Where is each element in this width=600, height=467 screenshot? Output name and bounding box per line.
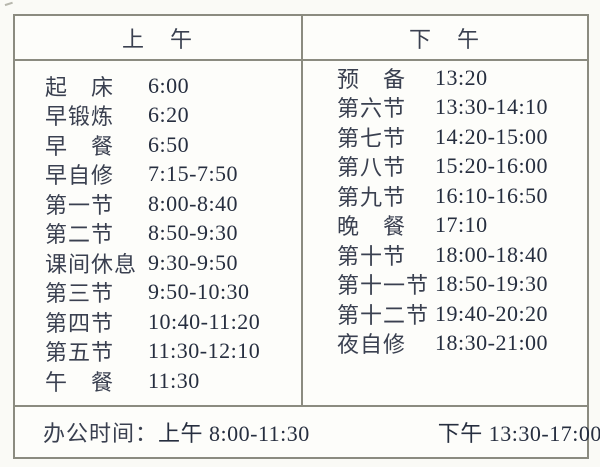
schedule-row: 晚 餐 17:10 [337, 211, 587, 241]
activity-label: 第十二节 [337, 302, 430, 328]
activity-time: 6:50 [148, 131, 190, 157]
timetable: 上 午 下 午 起 床 6:00 早锻炼 6:20 早 餐 6:50 [13, 14, 600, 459]
activity-label: 第三节 [45, 281, 115, 307]
office-hours-afternoon: 下午 13:30-17:00 [437, 421, 600, 446]
activity-time: 14:20-15:00 [435, 123, 549, 149]
activity-time: 18:50-19:30 [435, 271, 549, 297]
timetable-header: 上 午 下 午 [15, 16, 587, 61]
schedule-row: 第十一节 18:50-19:30 [337, 270, 587, 300]
schedule-row: 早 餐 6:50 [45, 130, 301, 160]
activity-label: 第十一节 [337, 273, 430, 299]
schedule-row: 第六节 13:30-14:10 [337, 93, 587, 123]
activity-label: 第九节 [337, 184, 407, 210]
activity-label: 第七节 [337, 125, 407, 151]
activity-label: 晚 餐 [337, 214, 407, 240]
activity-label: 预 备 [337, 66, 407, 92]
schedule-row: 第十二节 19:40-20:20 [337, 299, 587, 329]
schedule-row: 第七节 14:20-15:00 [337, 122, 587, 152]
activity-label: 第一节 [45, 192, 115, 218]
schedule-row: 第一节 8:00-8:40 [45, 189, 301, 219]
schedule-row: 第十节 18:00-18:40 [337, 240, 587, 270]
scan-artifact [3, 0, 13, 7]
schedule-row: 课间休息 9:30-9:50 [45, 248, 301, 278]
header-afternoon-cell: 下 午 [303, 16, 587, 59]
office-hours-morning: 上午 8:00-11:30 [158, 421, 310, 446]
schedule-row: 第八节 15:20-16:00 [337, 152, 587, 182]
schedule-row: 第三节 9:50-10:30 [45, 278, 301, 308]
header-morning-cell: 上 午 [15, 16, 303, 59]
activity-time: 13:20 [435, 64, 488, 90]
activity-label: 第四节 [45, 310, 115, 336]
schedule-row: 第五节 11:30-12:10 [45, 337, 301, 367]
office-hours-label: 办公时间： [43, 421, 159, 446]
activity-time: 8:50-9:30 [148, 220, 239, 246]
activity-label: 夜自修 [337, 332, 407, 358]
activity-time: 8:00-8:40 [148, 190, 239, 216]
activity-time: 18:00-18:40 [435, 241, 549, 267]
activity-time: 16:10-16:50 [435, 182, 549, 208]
activity-time: 15:20-16:00 [435, 153, 549, 179]
activity-time: 6:00 [148, 72, 190, 98]
schedule-row: 午 餐 11:30 [45, 366, 301, 396]
schedule-row: 早锻炼 6:20 [45, 101, 301, 131]
activity-time: 6:20 [148, 102, 190, 128]
activity-label: 课间休息 [45, 251, 138, 277]
activity-time: 9:30-9:50 [148, 249, 239, 275]
activity-time: 19:40-20:20 [435, 300, 549, 326]
schedule-row: 起 床 6:00 [45, 71, 301, 101]
activity-label: 早自修 [45, 163, 115, 189]
activity-label: 第二节 [45, 222, 115, 248]
schedule-row: 第二节 8:50-9:30 [45, 219, 301, 249]
activity-label: 早锻炼 [45, 104, 115, 130]
schedule-row: 早自修 7:15-7:50 [45, 160, 301, 190]
header-afternoon-label: 下 午 [408, 26, 481, 52]
activity-time: 18:30-21:00 [435, 330, 549, 356]
afternoon-column: 预 备 13:20 第六节 13:30-14:10 第七节 14:20-15:0… [303, 61, 587, 405]
activity-label: 早 餐 [45, 133, 115, 159]
header-morning-label: 上 午 [121, 26, 194, 52]
activity-label: 第五节 [45, 340, 115, 366]
activity-time: 10:40-11:20 [148, 308, 261, 334]
activity-time: 13:30-14:10 [435, 94, 549, 120]
activity-time: 11:30-12:10 [148, 338, 261, 364]
activity-label: 起 床 [45, 74, 115, 100]
activity-time: 11:30 [148, 367, 200, 393]
activity-time: 17:10 [435, 212, 488, 238]
activity-label: 第十节 [337, 243, 407, 269]
activity-time: 9:50-10:30 [148, 279, 250, 305]
activity-time: 7:15-7:50 [148, 161, 239, 187]
timetable-footer: 办公时间： 上午 8:00-11:30 下午 13:30-17:00 [15, 405, 600, 457]
schedule-row: 第九节 16:10-16:50 [337, 181, 587, 211]
activity-label: 第八节 [337, 155, 407, 181]
activity-label: 第六节 [337, 96, 407, 122]
morning-column: 起 床 6:00 早锻炼 6:20 早 餐 6:50 早自修 7:15-7:50 [15, 61, 303, 405]
timetable-body: 起 床 6:00 早锻炼 6:20 早 餐 6:50 早自修 7:15-7:50 [15, 61, 587, 405]
schedule-row: 夜自修 18:30-21:00 [337, 329, 587, 359]
activity-label: 午 餐 [45, 369, 115, 395]
schedule-row: 预 备 13:20 [337, 63, 587, 93]
schedule-row: 第四节 10:40-11:20 [45, 307, 301, 337]
